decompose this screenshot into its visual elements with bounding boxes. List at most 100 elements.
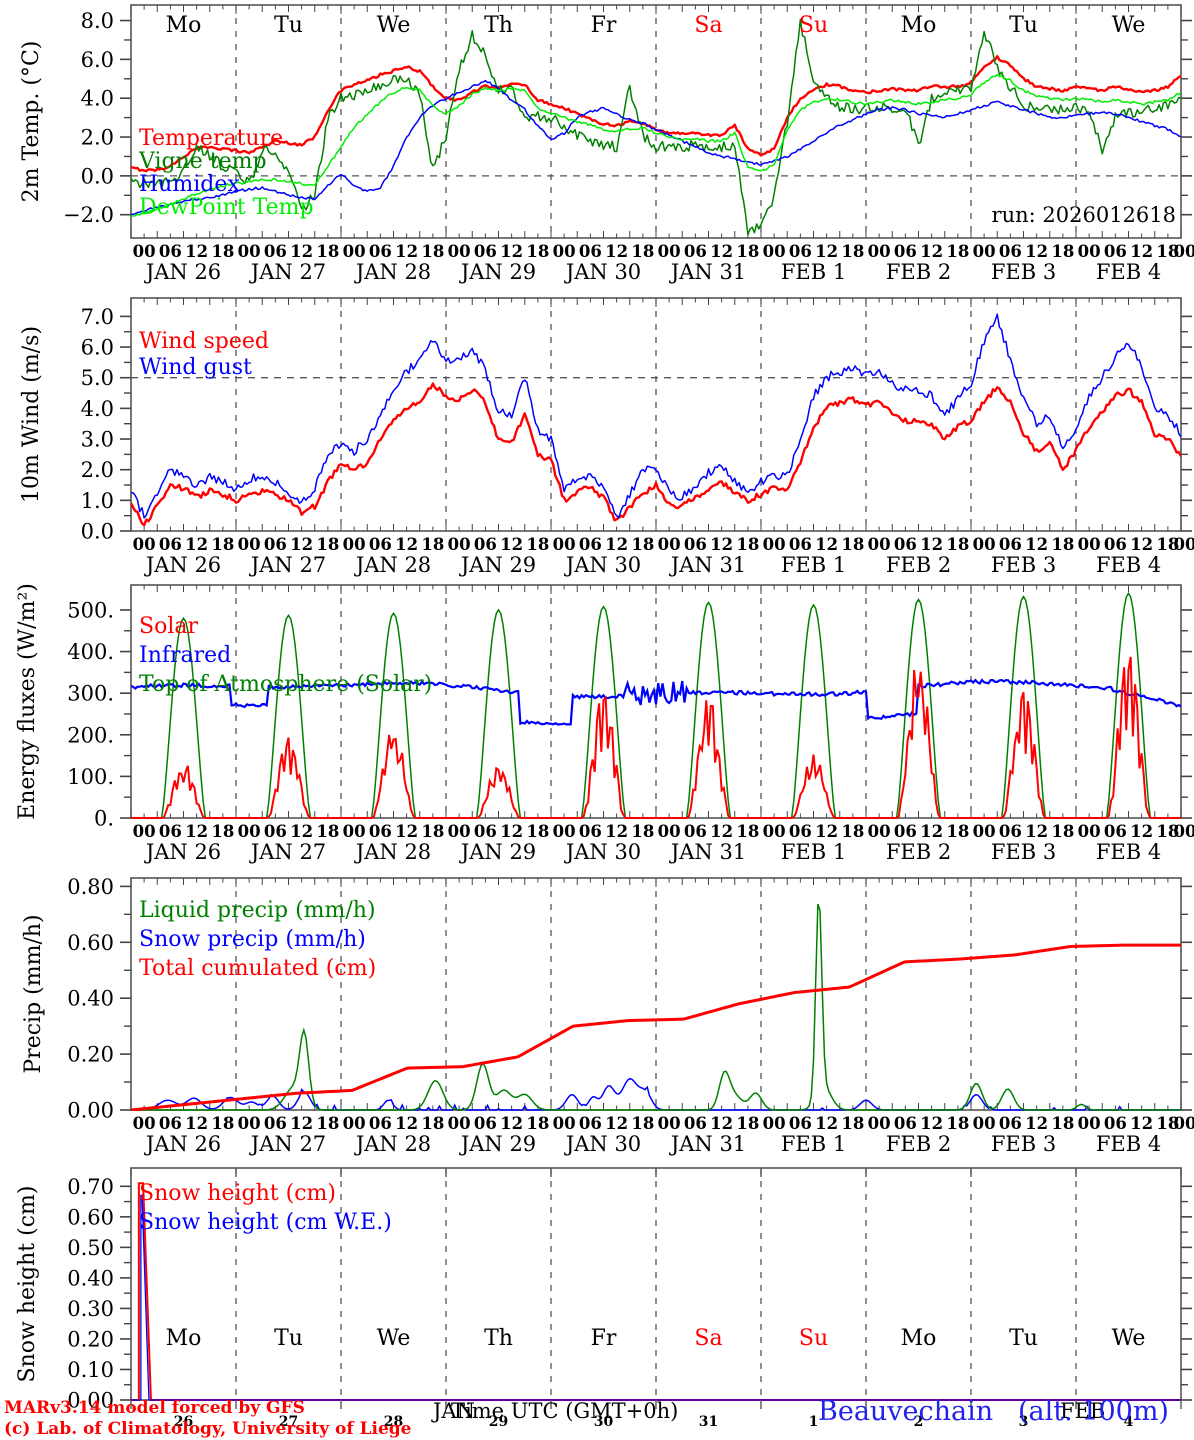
hour-tick-label: 18 bbox=[211, 242, 234, 261]
date-tick-label: JAN 28 bbox=[354, 1132, 431, 1156]
hour-tick-label: 18 bbox=[1156, 242, 1179, 261]
y-axis-title: 2m Temp. (°C) bbox=[19, 41, 44, 203]
day-of-week-label: Fr bbox=[591, 13, 617, 38]
date-tick-label: FEB 1 bbox=[781, 1132, 846, 1156]
day-of-week-label: Mo bbox=[901, 1326, 937, 1351]
hour-tick-label: 12 bbox=[1130, 822, 1153, 841]
date-tick-label: FEB 4 bbox=[1096, 553, 1161, 577]
hour-tick-label: 12 bbox=[1130, 242, 1153, 261]
hour-tick-label: 18 bbox=[1156, 535, 1179, 554]
hour-tick-label: 18 bbox=[841, 535, 864, 554]
date-tick-label: FEB 1 bbox=[781, 840, 846, 864]
hour-tick-label: 18 bbox=[316, 822, 339, 841]
y-tick-label: 0.0 bbox=[81, 520, 114, 544]
y-tick-label: 8.0 bbox=[81, 9, 114, 33]
hour-tick-label: 18 bbox=[1051, 242, 1074, 261]
hour-tick-label: 18 bbox=[946, 242, 969, 261]
hour-tick-label: 18 bbox=[316, 535, 339, 554]
hour-tick-label: 06 bbox=[474, 242, 497, 261]
y-tick-label: 0.00 bbox=[67, 1389, 114, 1413]
legend-label: Solar bbox=[139, 614, 198, 639]
day-of-week-label: Tu bbox=[274, 13, 303, 38]
hour-tick-label: 18 bbox=[631, 1114, 654, 1133]
hour-tick-label: 06 bbox=[264, 242, 287, 261]
hour-tick-label: 06 bbox=[159, 1114, 182, 1133]
hour-tick-label: 00 bbox=[448, 1114, 471, 1133]
series-line bbox=[131, 79, 1181, 216]
legend-label: Humidex bbox=[139, 172, 240, 197]
y-tick-label: 0. bbox=[94, 807, 114, 831]
day-number-label: 31 bbox=[699, 1414, 718, 1430]
hour-tick-label: 18 bbox=[421, 822, 444, 841]
series-line-snow-we bbox=[131, 1194, 1181, 1401]
series-group bbox=[131, 1182, 1181, 1401]
hour-tick-label: 06 bbox=[684, 535, 707, 554]
date-tick-label: JAN 30 bbox=[564, 553, 641, 577]
day-number-label: 1 bbox=[809, 1414, 819, 1430]
date-tick-label: JAN 27 bbox=[249, 260, 326, 284]
date-tick-label: JAN 26 bbox=[144, 260, 221, 284]
date-tick-label: FEB 2 bbox=[886, 840, 951, 864]
hour-tick-label: 12 bbox=[500, 822, 523, 841]
station-name: Beauvechain bbox=[818, 1396, 993, 1427]
date-tick-label: FEB 1 bbox=[781, 260, 846, 284]
model-credit: MARv3.14 model forced by GFS bbox=[4, 1398, 305, 1418]
hour-tick-label: 12 bbox=[815, 822, 838, 841]
legend-label: Infrared bbox=[139, 643, 231, 668]
date-tick-label: JAN 30 bbox=[564, 1132, 641, 1156]
hour-tick-label: 18 bbox=[1051, 1114, 1074, 1133]
y-tick-label: 0.80 bbox=[67, 875, 114, 899]
hour-tick-label: 00 bbox=[343, 242, 366, 261]
hour-tick-label: 06 bbox=[579, 1114, 602, 1133]
hour-tick-label: 06 bbox=[474, 822, 497, 841]
day-of-week-label: Tu bbox=[1009, 1326, 1038, 1351]
hour-tick-label: 12 bbox=[1025, 822, 1048, 841]
hour-tick-label: 00 bbox=[238, 242, 261, 261]
hour-tick-label: 06 bbox=[159, 535, 182, 554]
date-tick-label: FEB 2 bbox=[886, 260, 951, 284]
date-tick-label: JAN 31 bbox=[669, 553, 746, 577]
hour-tick-label: 00 bbox=[343, 822, 366, 841]
hour-tick-label: 06 bbox=[579, 242, 602, 261]
y-tick-label: 6.0 bbox=[81, 336, 114, 360]
date-tick-label: JAN 29 bbox=[459, 1132, 536, 1156]
hour-tick-label: 00 bbox=[658, 822, 681, 841]
date-tick-label: FEB 3 bbox=[991, 553, 1056, 577]
hour-tick-label: 12 bbox=[185, 822, 208, 841]
y-tick-label: −2.0 bbox=[63, 203, 114, 227]
y-tick-label: 5.0 bbox=[81, 366, 114, 390]
month-right-label: FEB bbox=[1060, 1399, 1105, 1423]
hour-tick-label: 12 bbox=[710, 822, 733, 841]
hour-tick-label: 12 bbox=[1025, 535, 1048, 554]
day-of-week-label: We bbox=[377, 13, 411, 38]
y-tick-label: 7.0 bbox=[81, 305, 114, 329]
day-of-week-label: Fr bbox=[591, 1326, 617, 1351]
day-of-week-label: Th bbox=[484, 13, 513, 38]
day-number-label: 29 bbox=[489, 1414, 508, 1430]
y-tick-label: 0.20 bbox=[67, 1327, 114, 1351]
y-tick-label: 0.30 bbox=[67, 1297, 114, 1321]
y-tick-label: 4.0 bbox=[81, 87, 114, 111]
hour-tick-label: 00 bbox=[973, 1114, 996, 1133]
date-tick-label: JAN 28 bbox=[354, 840, 431, 864]
hour-tick-label: 00 bbox=[1174, 242, 1194, 261]
hour-tick-label: 18 bbox=[526, 535, 549, 554]
y-tick-label: 300. bbox=[67, 682, 114, 706]
hour-tick-label: 06 bbox=[999, 1114, 1022, 1133]
hour-tick-label: 00 bbox=[238, 822, 261, 841]
hour-tick-label: 06 bbox=[894, 242, 917, 261]
hour-tick-label: 00 bbox=[658, 242, 681, 261]
hour-tick-label: 18 bbox=[316, 242, 339, 261]
hour-tick-label: 18 bbox=[421, 535, 444, 554]
hour-tick-label: 06 bbox=[789, 242, 812, 261]
hour-tick-label: 12 bbox=[605, 242, 628, 261]
series-line-infrared bbox=[131, 678, 1181, 726]
hour-tick-label: 00 bbox=[1174, 535, 1194, 554]
hour-tick-label: 00 bbox=[1078, 822, 1101, 841]
hour-tick-label: 00 bbox=[658, 535, 681, 554]
day-of-week-label: We bbox=[377, 1326, 411, 1351]
month-left-label: JAN bbox=[431, 1399, 475, 1423]
y-tick-label: 0.60 bbox=[67, 1205, 114, 1229]
panel-snow_height: 0.70 0.60 0.50 0.40 0.30 0.20 0.10 0.00 Snow hei… bbox=[15, 1167, 1192, 1430]
legend-label: Wind gust bbox=[139, 355, 252, 380]
